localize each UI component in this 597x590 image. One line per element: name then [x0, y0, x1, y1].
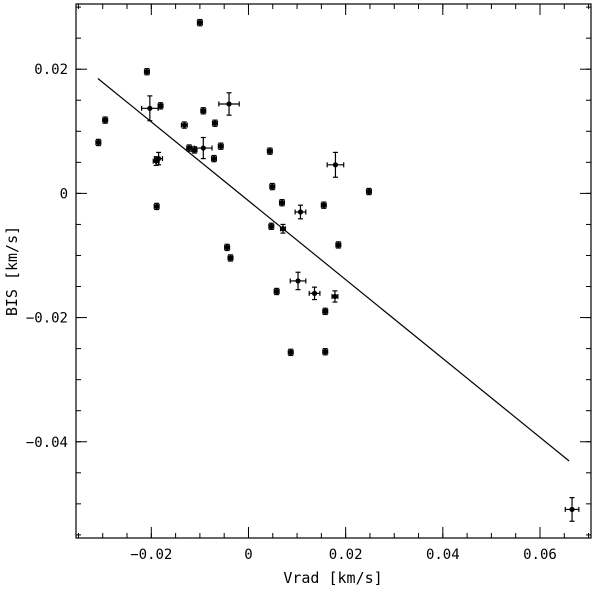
data-point [326, 151, 345, 178]
data-point [287, 348, 294, 357]
point-marker [322, 308, 328, 314]
point-marker [154, 203, 160, 210]
point-marker [288, 349, 294, 355]
data-point [217, 142, 224, 150]
data-point [211, 119, 218, 127]
point-marker [212, 120, 218, 126]
data-point [269, 182, 276, 191]
data-point [289, 271, 307, 291]
y-tick-label: 0.02 [34, 62, 68, 78]
fit-line [97, 78, 570, 462]
data-point [294, 204, 307, 220]
x-tick-label: 0 [244, 547, 252, 563]
data-point [322, 307, 329, 316]
data-point [180, 121, 188, 129]
point-marker [366, 188, 372, 195]
fit-line-group [97, 78, 570, 462]
x-tick-label: −0.02 [130, 547, 172, 563]
data-point [278, 198, 286, 207]
point-marker [200, 108, 206, 114]
data-point [308, 286, 321, 301]
plot-frame [75, 3, 592, 539]
x-tick-labels: −0.02 0 0.02 0.04 0.06 [130, 547, 557, 563]
point-marker [321, 202, 327, 208]
data-point [153, 202, 160, 211]
point-marker [569, 506, 575, 513]
data-point [218, 92, 240, 116]
point-marker [297, 209, 304, 215]
point-marker [267, 148, 273, 154]
x-axis-title: Vrad [km/s] [283, 569, 382, 587]
data-point [157, 102, 164, 110]
point-marker [332, 293, 338, 300]
data-point [154, 151, 164, 166]
point-marker [311, 290, 318, 296]
data-point [224, 243, 231, 252]
point-marker [197, 20, 203, 26]
y-tick-labels: −0.04 −0.02 0 0.02 [26, 62, 68, 451]
data-point [210, 154, 218, 163]
x-tick-label: 0.06 [523, 547, 557, 563]
point-marker [335, 242, 341, 248]
point-marker [181, 122, 187, 128]
point-marker [218, 143, 224, 149]
point-marker [144, 69, 150, 75]
point-marker [200, 145, 206, 151]
point-marker [157, 103, 164, 109]
y-tick-label: −0.04 [26, 435, 68, 451]
data-point [365, 187, 372, 196]
data-point [564, 497, 580, 522]
data-point [322, 348, 329, 356]
axis-ticks [76, 4, 591, 538]
data-point [268, 222, 275, 230]
point-marker [332, 162, 339, 168]
data-points [95, 18, 580, 522]
data-point [266, 147, 273, 155]
point-marker [274, 288, 280, 295]
data-point [193, 136, 213, 160]
data-point [227, 254, 234, 262]
point-marker [279, 200, 285, 206]
data-point [196, 18, 203, 27]
point-marker [226, 101, 232, 107]
data-point [186, 144, 193, 152]
point-marker [147, 105, 153, 111]
point-marker [186, 145, 192, 151]
data-point [320, 201, 327, 209]
data-point [95, 138, 102, 147]
point-marker [322, 349, 328, 355]
point-marker [211, 156, 217, 162]
y-tick-label: 0 [60, 186, 68, 202]
point-marker [268, 223, 274, 229]
data-point [102, 116, 109, 124]
data-point [335, 241, 342, 249]
point-marker [155, 156, 162, 162]
data-point [200, 107, 207, 115]
data-point [143, 67, 150, 76]
point-marker [280, 226, 286, 232]
point-marker [269, 183, 275, 190]
data-point [331, 290, 339, 303]
point-marker [95, 139, 101, 146]
data-point [279, 223, 287, 234]
point-marker [224, 244, 230, 251]
y-axis-title: BIS [km/s] [3, 226, 21, 316]
point-marker [227, 255, 234, 261]
x-tick-label: 0.04 [426, 547, 460, 563]
y-tick-label: −0.02 [26, 311, 68, 327]
x-tick-label: 0.02 [329, 547, 363, 563]
data-point [273, 287, 280, 296]
data-point [140, 95, 159, 122]
point-marker [102, 117, 108, 123]
point-marker [295, 278, 301, 284]
